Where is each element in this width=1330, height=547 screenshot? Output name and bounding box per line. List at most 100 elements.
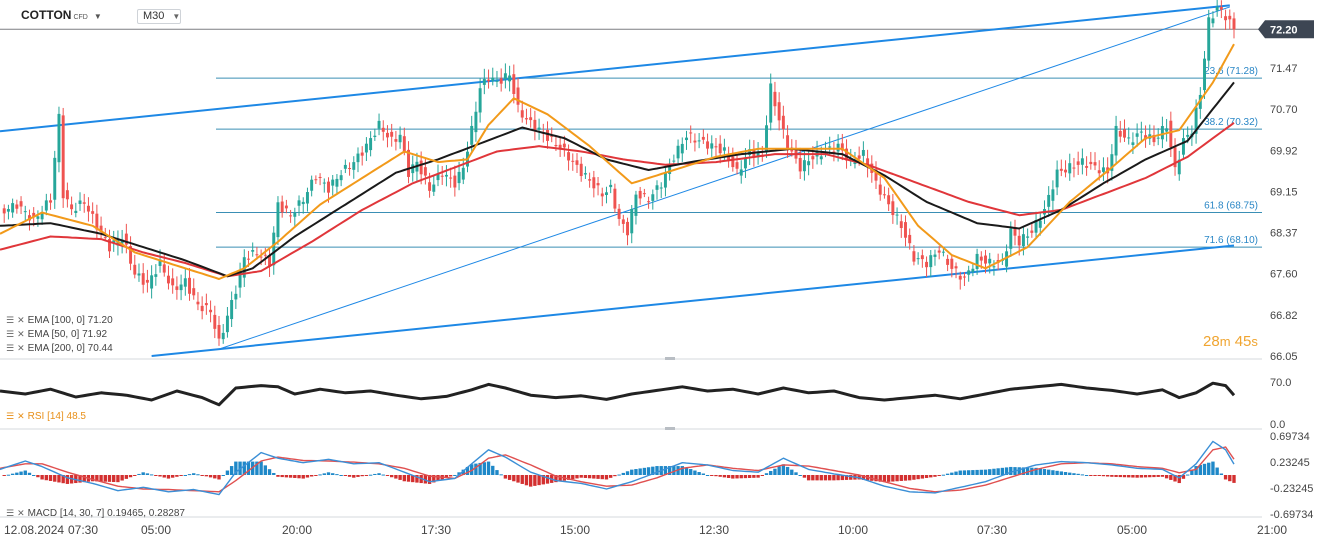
macd-histogram-bar (78, 475, 82, 483)
candle-body (377, 120, 381, 129)
candle-body (470, 125, 474, 145)
fib-level-label: 71.6 (68.10) (1204, 235, 1258, 246)
fib-level-label: 61.8 (68.75) (1204, 201, 1258, 212)
macd-histogram-bar (945, 473, 950, 475)
macd-histogram-bar (1038, 468, 1042, 475)
settings-icon[interactable]: ☰ (6, 315, 15, 325)
candle-body (305, 192, 309, 204)
candle-body (765, 125, 768, 153)
macd-histogram-bar (954, 471, 958, 475)
trendline-thin (218, 6, 1230, 350)
candle-body (748, 149, 752, 155)
macd-histogram-bar (571, 475, 575, 480)
candle-body (255, 254, 259, 256)
macd-histogram-bar (377, 473, 381, 475)
candle-body (710, 143, 714, 149)
macd-histogram-bar (6, 474, 11, 476)
candle-body (1156, 137, 1160, 139)
candle-body (1005, 251, 1009, 267)
candle-body (137, 273, 141, 276)
candle-body (402, 136, 406, 152)
candle-body (1089, 161, 1093, 165)
close-icon[interactable]: ✕ (17, 343, 25, 353)
chevron-down-icon[interactable]: ▼ (172, 12, 181, 21)
candle-body (828, 146, 832, 148)
macd-histogram-bar (516, 475, 520, 483)
macd-histogram-bar (924, 475, 929, 478)
candle-body (1127, 137, 1131, 139)
countdown-s-unit: s (1251, 334, 1258, 349)
candle-body (200, 305, 204, 312)
ema200-line (0, 121, 1235, 278)
candle-body (1219, 7, 1223, 10)
macd-histogram-bar (225, 470, 230, 475)
macd-histogram-bar (558, 475, 562, 482)
ema100-line (0, 81, 1235, 278)
macd-histogram-bar (242, 461, 246, 475)
macd-histogram-bar (1223, 475, 1228, 480)
candle-body (663, 172, 667, 188)
candle-body (491, 77, 495, 81)
macd-histogram-bar (368, 474, 373, 476)
candle-body (634, 194, 638, 216)
candle-body (933, 254, 937, 257)
symbol-selector[interactable]: COTTON CFD ▼ (21, 8, 102, 22)
timeframe-selector[interactable]: M30 ▼ (137, 9, 181, 24)
candle-body (743, 157, 747, 169)
macd-histogram-bar (1004, 467, 1009, 475)
macd-histogram-bar (461, 469, 465, 475)
candle-body (1051, 189, 1055, 201)
settings-icon[interactable]: ☰ (6, 329, 15, 339)
countdown-seconds: 45 (1234, 333, 1252, 350)
macd-histogram-bar (1084, 475, 1089, 476)
macd-histogram-bar (255, 461, 259, 475)
candle-body (1203, 58, 1206, 91)
candle-body (166, 275, 170, 284)
pane-resize-handle (665, 357, 675, 360)
settings-icon[interactable]: ☰ (6, 411, 15, 421)
macd-histogram-bar (1143, 475, 1148, 478)
macd-histogram-bar (1207, 462, 1211, 475)
close-icon[interactable]: ✕ (17, 315, 25, 325)
candle-body (1139, 131, 1143, 133)
candle-body (120, 239, 124, 244)
candle-body (857, 155, 861, 159)
candle-body (449, 177, 453, 179)
settings-icon[interactable]: ☰ (6, 343, 15, 353)
candle-body (1093, 162, 1097, 166)
time-tick-label: 17:30 (421, 523, 451, 537)
close-icon[interactable]: ✕ (17, 411, 25, 421)
candle-body (512, 74, 516, 94)
macd-histogram-bar (958, 470, 962, 475)
macd-histogram-bar (112, 475, 116, 483)
macd-tick-label: 0.69734 (1270, 431, 1310, 443)
candle-body (419, 160, 423, 175)
macd-histogram-bar (617, 474, 621, 476)
macd-histogram-bar (427, 475, 432, 484)
candle-body (1038, 220, 1042, 228)
macd-histogram-bar (27, 472, 32, 475)
macd-histogram-bar (541, 475, 545, 485)
macd-histogram-bar (482, 462, 487, 475)
candle-body (621, 219, 625, 224)
candle-body (781, 115, 785, 130)
candle-body (958, 275, 962, 280)
candle-body (807, 161, 811, 166)
macd-histogram-bar (1110, 475, 1114, 477)
close-icon[interactable]: ✕ (17, 508, 25, 518)
macd-histogram-bar (941, 474, 946, 476)
candle-body (57, 113, 61, 163)
close-icon[interactable]: ✕ (17, 329, 25, 339)
settings-icon[interactable]: ☰ (6, 508, 15, 518)
price-tick-label: 66.82 (1270, 310, 1298, 322)
macd-histogram-bar (385, 475, 390, 476)
macd-histogram-bar (1185, 474, 1190, 476)
macd-histogram-bar (912, 475, 916, 480)
candle-body (318, 176, 322, 178)
candle-body (1110, 154, 1114, 171)
macd-histogram-bar (689, 469, 693, 475)
candle-body (495, 80, 499, 82)
chevron-down-icon[interactable]: ▼ (93, 12, 102, 21)
candle-body (1030, 230, 1034, 233)
macd-histogram-bar (604, 475, 609, 480)
